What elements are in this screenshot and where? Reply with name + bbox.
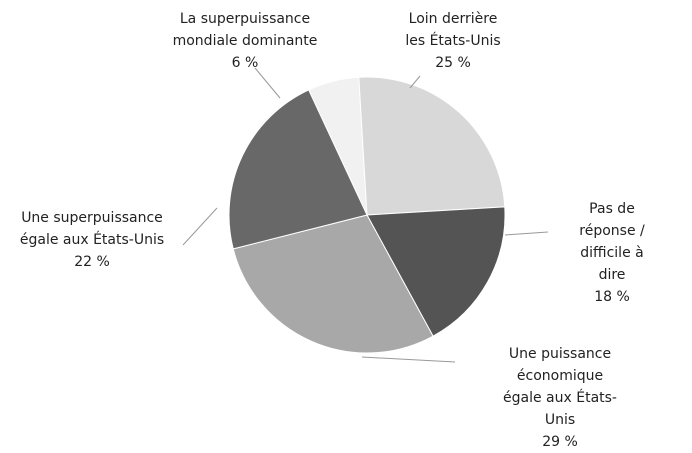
page: {"chart_data": {"type": "pie", "categori…: [19, 8, 652, 450]
pie-slice: [228, 89, 368, 250]
category-label: Une puissance économique égale aux États…: [503, 346, 617, 428]
value-label: 22 %: [74, 254, 110, 270]
leader-line: [409, 75, 421, 89]
chart: [182, 67, 549, 363]
category-label: La superpuissance mondiale dominante: [172, 11, 318, 49]
leader-line: [182, 207, 218, 246]
pie-slice: [232, 214, 434, 354]
slice-label: La superpuissance mondiale dominante 6 %: [173, 8, 318, 74]
slice-label: Pas de réponse / difficile à dire 18 %: [572, 198, 652, 308]
leader-line: [361, 356, 456, 363]
pie-slice: [366, 206, 506, 337]
value-label: 6 %: [231, 55, 259, 71]
value-label: 25 %: [435, 55, 471, 71]
slice-label: Une puissance économique égale aux États…: [494, 343, 626, 453]
category-label: Pas de réponse / difficile à dire: [579, 201, 645, 283]
value-label: 29 %: [542, 434, 578, 450]
leader-line: [504, 231, 549, 236]
value-label: 18 %: [594, 289, 630, 305]
slice-label: Une superpuissance égale aux États-Unis 2…: [20, 207, 164, 273]
leader-line: [254, 67, 281, 99]
category-label: Une superpuissance égale aux États-Unis: [19, 210, 165, 248]
slice-label: Loin derrière les États-Unis 25 %: [405, 8, 500, 74]
category-label: Loin derrière les États-Unis: [405, 11, 501, 49]
pie-slice: [358, 76, 506, 216]
